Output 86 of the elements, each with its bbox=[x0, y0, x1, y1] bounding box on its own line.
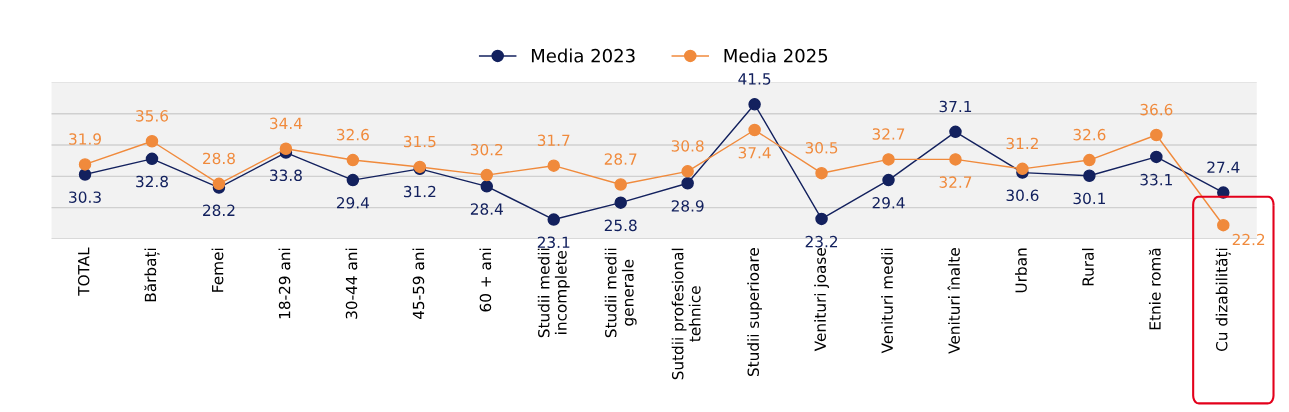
point bbox=[279, 142, 293, 156]
data-label: 32.6 bbox=[337, 128, 369, 141]
point bbox=[1217, 218, 1230, 232]
data-label: 36.6 bbox=[1140, 103, 1173, 116]
data-label: 32.7 bbox=[939, 176, 972, 188]
point bbox=[1016, 162, 1029, 176]
x-tick-label: 30-44 ani bbox=[345, 248, 358, 319]
data-label: 31.7 bbox=[537, 134, 570, 147]
data-label: 29.4 bbox=[336, 197, 370, 209]
data-label: 31.9 bbox=[69, 133, 101, 145]
x-tick-label: Bărbați bbox=[144, 248, 160, 302]
data-label: 30.6 bbox=[1006, 189, 1039, 202]
x-tick-label: Cu dizabilități bbox=[1215, 248, 1231, 351]
x-tick-label: Rural bbox=[1081, 248, 1094, 286]
data-label: 37.4 bbox=[738, 146, 771, 159]
x-tick-label: 60 + ani bbox=[479, 248, 492, 312]
data-label: 35.6 bbox=[136, 110, 169, 122]
data-label: 31.2 bbox=[1006, 137, 1038, 150]
data-label: 30.2 bbox=[470, 143, 503, 156]
point bbox=[614, 178, 627, 191]
point bbox=[815, 166, 828, 180]
x-tick-label: Venituri joase bbox=[814, 248, 829, 352]
x-tick-label: Urban bbox=[1015, 248, 1027, 293]
data-label: 28.4 bbox=[470, 203, 503, 215]
x-tick-label: Studii superioare bbox=[747, 248, 762, 377]
data-label: 25.8 bbox=[604, 219, 637, 232]
point bbox=[480, 180, 494, 193]
data-label: 31.5 bbox=[403, 135, 436, 148]
data-label: 30.1 bbox=[1073, 192, 1105, 205]
data-label: 32.7 bbox=[872, 128, 905, 140]
point bbox=[748, 123, 761, 137]
point bbox=[1083, 153, 1096, 167]
data-label: 33.8 bbox=[270, 169, 302, 182]
point bbox=[212, 177, 226, 191]
point bbox=[949, 153, 962, 166]
data-label: 41.5 bbox=[738, 73, 771, 85]
data-label: 33.1 bbox=[1140, 173, 1172, 186]
data-label: 30.5 bbox=[805, 142, 838, 154]
x-tick-label: 18-29 ani bbox=[278, 248, 291, 319]
legend-label: Media 2025 bbox=[724, 48, 828, 63]
x-tick-label: Studii medii incomplete bbox=[537, 248, 570, 338]
point bbox=[547, 213, 560, 226]
data-label: 32.8 bbox=[136, 175, 168, 188]
point bbox=[78, 168, 92, 181]
point bbox=[547, 159, 560, 172]
data-label: 22.2 bbox=[1232, 233, 1265, 246]
data-label: 27.4 bbox=[1207, 161, 1240, 173]
x-tick-label: TOTAL bbox=[77, 247, 90, 296]
x-tick-label: Studii medii generale bbox=[604, 248, 637, 338]
data-label: 29.4 bbox=[872, 197, 905, 209]
data-label: 28.9 bbox=[671, 200, 704, 212]
data-label: 30.8 bbox=[671, 140, 704, 152]
data-label: 34.4 bbox=[270, 117, 303, 130]
point bbox=[78, 158, 92, 171]
data-label: 23.2 bbox=[805, 235, 838, 248]
point bbox=[145, 135, 159, 148]
point bbox=[145, 152, 159, 166]
point bbox=[480, 168, 494, 182]
point bbox=[949, 125, 962, 139]
point bbox=[748, 98, 761, 111]
point bbox=[1150, 128, 1163, 142]
x-tick-label: Etnie romă bbox=[1148, 248, 1161, 330]
point bbox=[681, 165, 694, 178]
data-label: 23.1 bbox=[537, 236, 570, 249]
point bbox=[882, 153, 895, 166]
point bbox=[614, 196, 627, 209]
x-tick-label: Femei bbox=[211, 248, 224, 292]
data-label: 37.1 bbox=[939, 100, 972, 113]
legend-label: Media 2023 bbox=[531, 48, 635, 63]
x-tick-label: Venituri medii bbox=[881, 248, 893, 354]
point bbox=[681, 176, 694, 190]
point bbox=[882, 173, 895, 187]
data-label: 30.3 bbox=[69, 191, 101, 203]
data-label: 28.2 bbox=[203, 204, 235, 217]
data-label: 28.8 bbox=[203, 152, 235, 165]
data-label: 31.2 bbox=[403, 185, 436, 198]
data-label: 32.6 bbox=[1073, 128, 1106, 141]
point bbox=[815, 212, 828, 226]
x-tick-label: Sutdii profesional tehnice bbox=[671, 248, 701, 380]
x-tick-label: Venituri înalte bbox=[947, 248, 960, 354]
point bbox=[346, 153, 360, 167]
x-tick-label: 45-59 ani bbox=[412, 248, 425, 320]
data-label: 28.7 bbox=[604, 153, 637, 165]
point bbox=[346, 173, 360, 187]
point bbox=[1083, 169, 1096, 182]
point bbox=[1150, 150, 1163, 164]
